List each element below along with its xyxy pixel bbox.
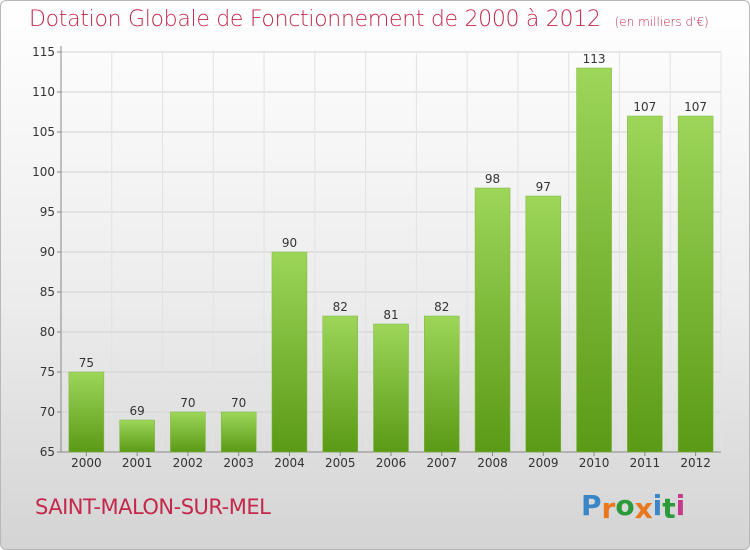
bar-value-label: 75 xyxy=(79,356,94,370)
bar-value-label: 107 xyxy=(684,100,707,114)
x-tick-label: 2005 xyxy=(325,456,356,470)
bar-value-label: 90 xyxy=(282,236,297,250)
x-tick-label: 2002 xyxy=(173,456,204,470)
x-tick-label: 2001 xyxy=(122,456,153,470)
logo-letter: r xyxy=(601,492,616,525)
x-tick-label: 2011 xyxy=(630,456,661,470)
bar-layer xyxy=(68,67,714,453)
bar-value-label: 97 xyxy=(536,180,551,194)
bar-2001 xyxy=(119,419,155,453)
chart-title: Dotation Globale de Fonctionnement de 20… xyxy=(29,7,709,32)
y-tick-label: 115 xyxy=(32,45,55,59)
y-tick-label: 70 xyxy=(40,405,55,419)
x-tick-label: 2008 xyxy=(477,456,508,470)
x-tick-label: 2007 xyxy=(426,456,457,470)
logo-letter: t xyxy=(662,492,676,525)
bar-2011 xyxy=(627,115,663,453)
y-tick-label: 90 xyxy=(40,245,55,259)
chart-title-text: Dotation Globale de Fonctionnement de 20… xyxy=(29,7,601,32)
proxiti-logo: Proxiti xyxy=(581,489,686,525)
bar-value-label: 82 xyxy=(434,300,449,314)
y-tick-label: 75 xyxy=(40,365,55,379)
bar-value-label: 98 xyxy=(485,172,500,186)
y-tick-label: 80 xyxy=(40,325,55,339)
bar-2012 xyxy=(677,115,714,453)
logo-letter: i xyxy=(652,489,663,522)
logo-letter: x xyxy=(634,492,653,525)
x-tick-label: 2000 xyxy=(71,456,102,470)
label-layer: 75 69 70 70 90 82 81 82 98 97 113 107 107 xyxy=(79,52,707,418)
bar-value-label: 113 xyxy=(583,52,606,66)
bar-value-label: 82 xyxy=(333,300,348,314)
y-tick-label: 100 xyxy=(32,165,55,179)
y-tick-label: 95 xyxy=(40,205,55,219)
commune-name: SAINT-MALON-SUR-MEL xyxy=(35,495,271,519)
bar-2005 xyxy=(322,315,358,453)
y-tick-label: 85 xyxy=(40,285,55,299)
logo-letter: o xyxy=(615,489,635,522)
y-tick-label: 110 xyxy=(32,85,55,99)
bar-value-label: 107 xyxy=(633,100,656,114)
bar-value-label: 70 xyxy=(231,396,246,410)
bar-value-label: 69 xyxy=(130,404,145,418)
x-tick-label: 2006 xyxy=(376,456,407,470)
y-tick-label: 105 xyxy=(32,125,55,139)
logo-letter: i xyxy=(675,489,686,522)
bar-2003 xyxy=(220,411,257,453)
x-tick-label: 2009 xyxy=(528,456,559,470)
chart-subtitle: (en milliers d'€) xyxy=(614,15,709,29)
y-tick-label: 65 xyxy=(40,445,55,459)
bar-2008 xyxy=(474,187,511,453)
bar-2009 xyxy=(525,195,562,453)
x-tick-label: 2010 xyxy=(579,456,610,470)
bar-2010 xyxy=(576,67,612,453)
bar-2007 xyxy=(424,315,460,453)
x-tick-label: 2012 xyxy=(680,456,711,470)
bar-2002 xyxy=(170,411,206,453)
bar-2004 xyxy=(271,251,308,453)
bar-2000 xyxy=(68,371,105,453)
bar-2006 xyxy=(373,323,409,453)
x-tick-label: 2003 xyxy=(223,456,254,470)
bar-value-label: 81 xyxy=(383,308,398,322)
bar-value-label: 70 xyxy=(180,396,195,410)
logo-letter: P xyxy=(581,489,602,522)
x-tick-label: 2004 xyxy=(274,456,305,470)
